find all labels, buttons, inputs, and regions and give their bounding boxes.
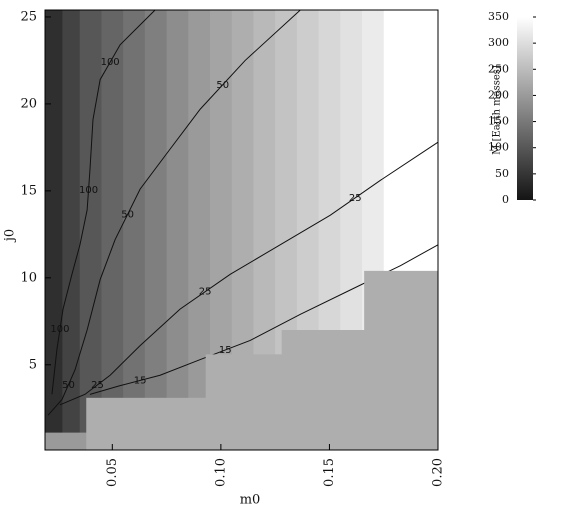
contour-line <box>59 141 439 406</box>
x-axis-label: m0 <box>240 493 261 508</box>
heat-cell <box>231 10 254 450</box>
contour-label: 100 <box>101 57 120 68</box>
contour-label: 25 <box>349 193 362 204</box>
x-tick-label: 0.20 <box>431 458 446 487</box>
masked-region <box>281 330 365 450</box>
y-tick-label: 15 <box>20 183 37 198</box>
y-axis-label: j0 <box>3 229 18 243</box>
heat-cell <box>45 10 63 450</box>
colorbar-tick-label: 100 <box>488 141 509 154</box>
contour-label: 15 <box>134 375 147 386</box>
heat-cell <box>166 10 189 450</box>
x-tick-label: 0.10 <box>213 458 228 487</box>
contour-label: 50 <box>62 380 75 391</box>
x-tick-label: 0.05 <box>105 458 120 487</box>
colorbar-tick-label: 300 <box>488 36 509 49</box>
masked-region <box>205 354 283 450</box>
heat-cell <box>210 10 233 450</box>
contour-label: 100 <box>79 185 98 196</box>
heat-cell <box>123 10 146 450</box>
colorbar-tick-label: 200 <box>488 88 509 101</box>
plot-frame <box>44 9 439 451</box>
contour-line <box>47 9 301 416</box>
heat-cell <box>62 10 81 450</box>
contour-label: 15 <box>219 345 232 356</box>
heat-cell <box>79 10 102 450</box>
masked-region <box>364 270 439 450</box>
colorbar-tick-label: 0 <box>502 193 509 206</box>
heat-cell <box>144 10 168 450</box>
colorbar-tick-label: 250 <box>488 62 509 75</box>
contour-label: 50 <box>216 80 229 91</box>
colorbar-tick-label: 50 <box>495 167 509 180</box>
y-tick-label: 25 <box>20 9 37 24</box>
heat-cell <box>253 10 276 450</box>
masked-region <box>45 432 87 450</box>
masked-region <box>86 397 207 450</box>
y-tick-label: 10 <box>20 270 37 285</box>
colorbar <box>517 17 533 200</box>
contour-label: 25 <box>91 380 104 391</box>
colorbar-tick-label: 350 <box>488 10 509 23</box>
y-tick-label: 20 <box>20 96 37 111</box>
colorbar-tick-label: 150 <box>488 115 509 128</box>
contour-label: 50 <box>121 209 134 220</box>
y-tick-label: 5 <box>29 357 37 372</box>
heat-cell <box>188 10 211 450</box>
x-tick-label: 0.15 <box>322 458 337 487</box>
contour-label: 100 <box>50 324 69 335</box>
colorbar-label: M [Earth masses] <box>492 65 503 155</box>
heat-cell <box>101 10 124 450</box>
contour-label: 25 <box>199 287 212 298</box>
contour-line <box>51 9 156 395</box>
